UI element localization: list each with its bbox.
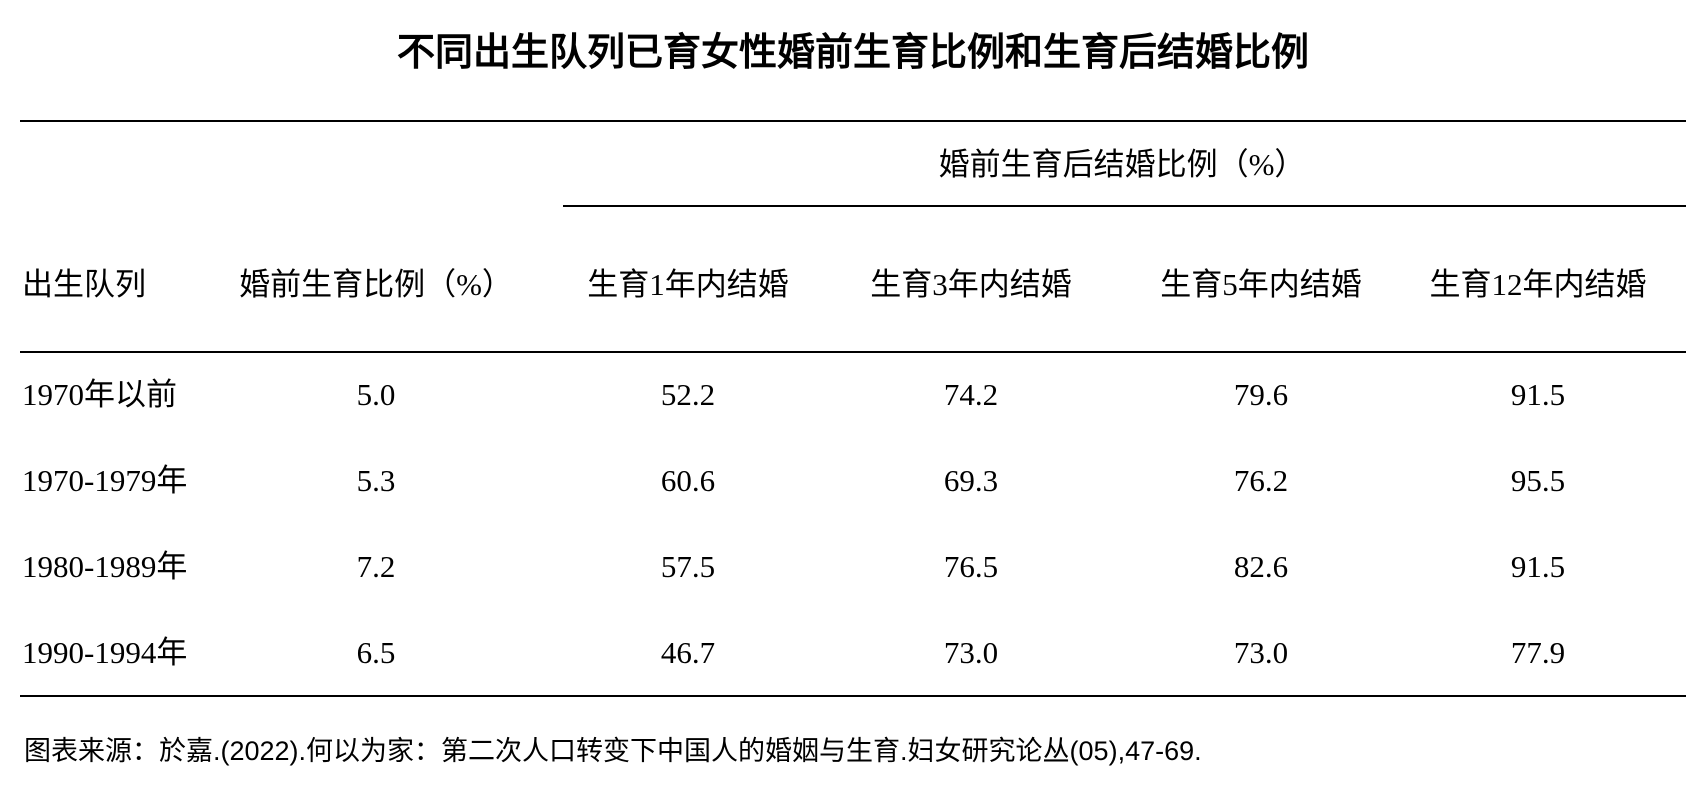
table-cell: 52.2 — [661, 377, 715, 412]
table-cell: 1970-1979年 — [22, 463, 187, 498]
table-cell: 76.5 — [944, 549, 998, 584]
table-cell: 5.3 — [357, 463, 396, 498]
source: 图表来源：於嘉.(2022).何以为家：第二次人口转变下中国人的婚姻与生育.妇女… — [24, 736, 1202, 766]
column-header: 婚前生育比例（%） — [239, 267, 513, 302]
table-cell: 6.5 — [357, 635, 396, 670]
table-cell: 1990-1994年 — [22, 635, 187, 670]
table-cell: 82.6 — [1234, 549, 1288, 584]
table-cell: 95.5 — [1511, 463, 1565, 498]
table-cell: 57.5 — [661, 549, 715, 584]
title: 不同出生队列已育女性婚前生育比例和生育后结婚比例 — [397, 31, 1309, 74]
column-header: 生育1年内结婚 — [587, 267, 789, 302]
table-cell: 46.7 — [661, 635, 715, 670]
table-cell: 73.0 — [1234, 635, 1288, 670]
table-cell: 1980-1989年 — [22, 549, 187, 584]
table-cell: 79.6 — [1234, 377, 1288, 412]
table-cell: 60.6 — [661, 463, 715, 498]
table-cell: 1970年以前 — [22, 377, 177, 412]
column-header: 出生队列 — [22, 267, 146, 302]
table-cell: 73.0 — [944, 635, 998, 670]
table-cell: 74.2 — [944, 377, 998, 412]
table-cell: 69.3 — [944, 463, 998, 498]
table-cell: 77.9 — [1511, 635, 1565, 670]
table-cell: 91.5 — [1511, 377, 1565, 412]
column-header: 生育3年内结婚 — [870, 267, 1072, 302]
column-header: 生育12年内结婚 — [1430, 267, 1647, 302]
table-cell: 91.5 — [1511, 549, 1565, 584]
table-cell: 7.2 — [357, 549, 396, 584]
table-cell: 76.2 — [1234, 463, 1288, 498]
column-header: 生育5年内结婚 — [1160, 267, 1362, 302]
group-header: 婚前生育后结婚比例（%） — [939, 147, 1306, 182]
table-cell: 5.0 — [357, 377, 396, 412]
